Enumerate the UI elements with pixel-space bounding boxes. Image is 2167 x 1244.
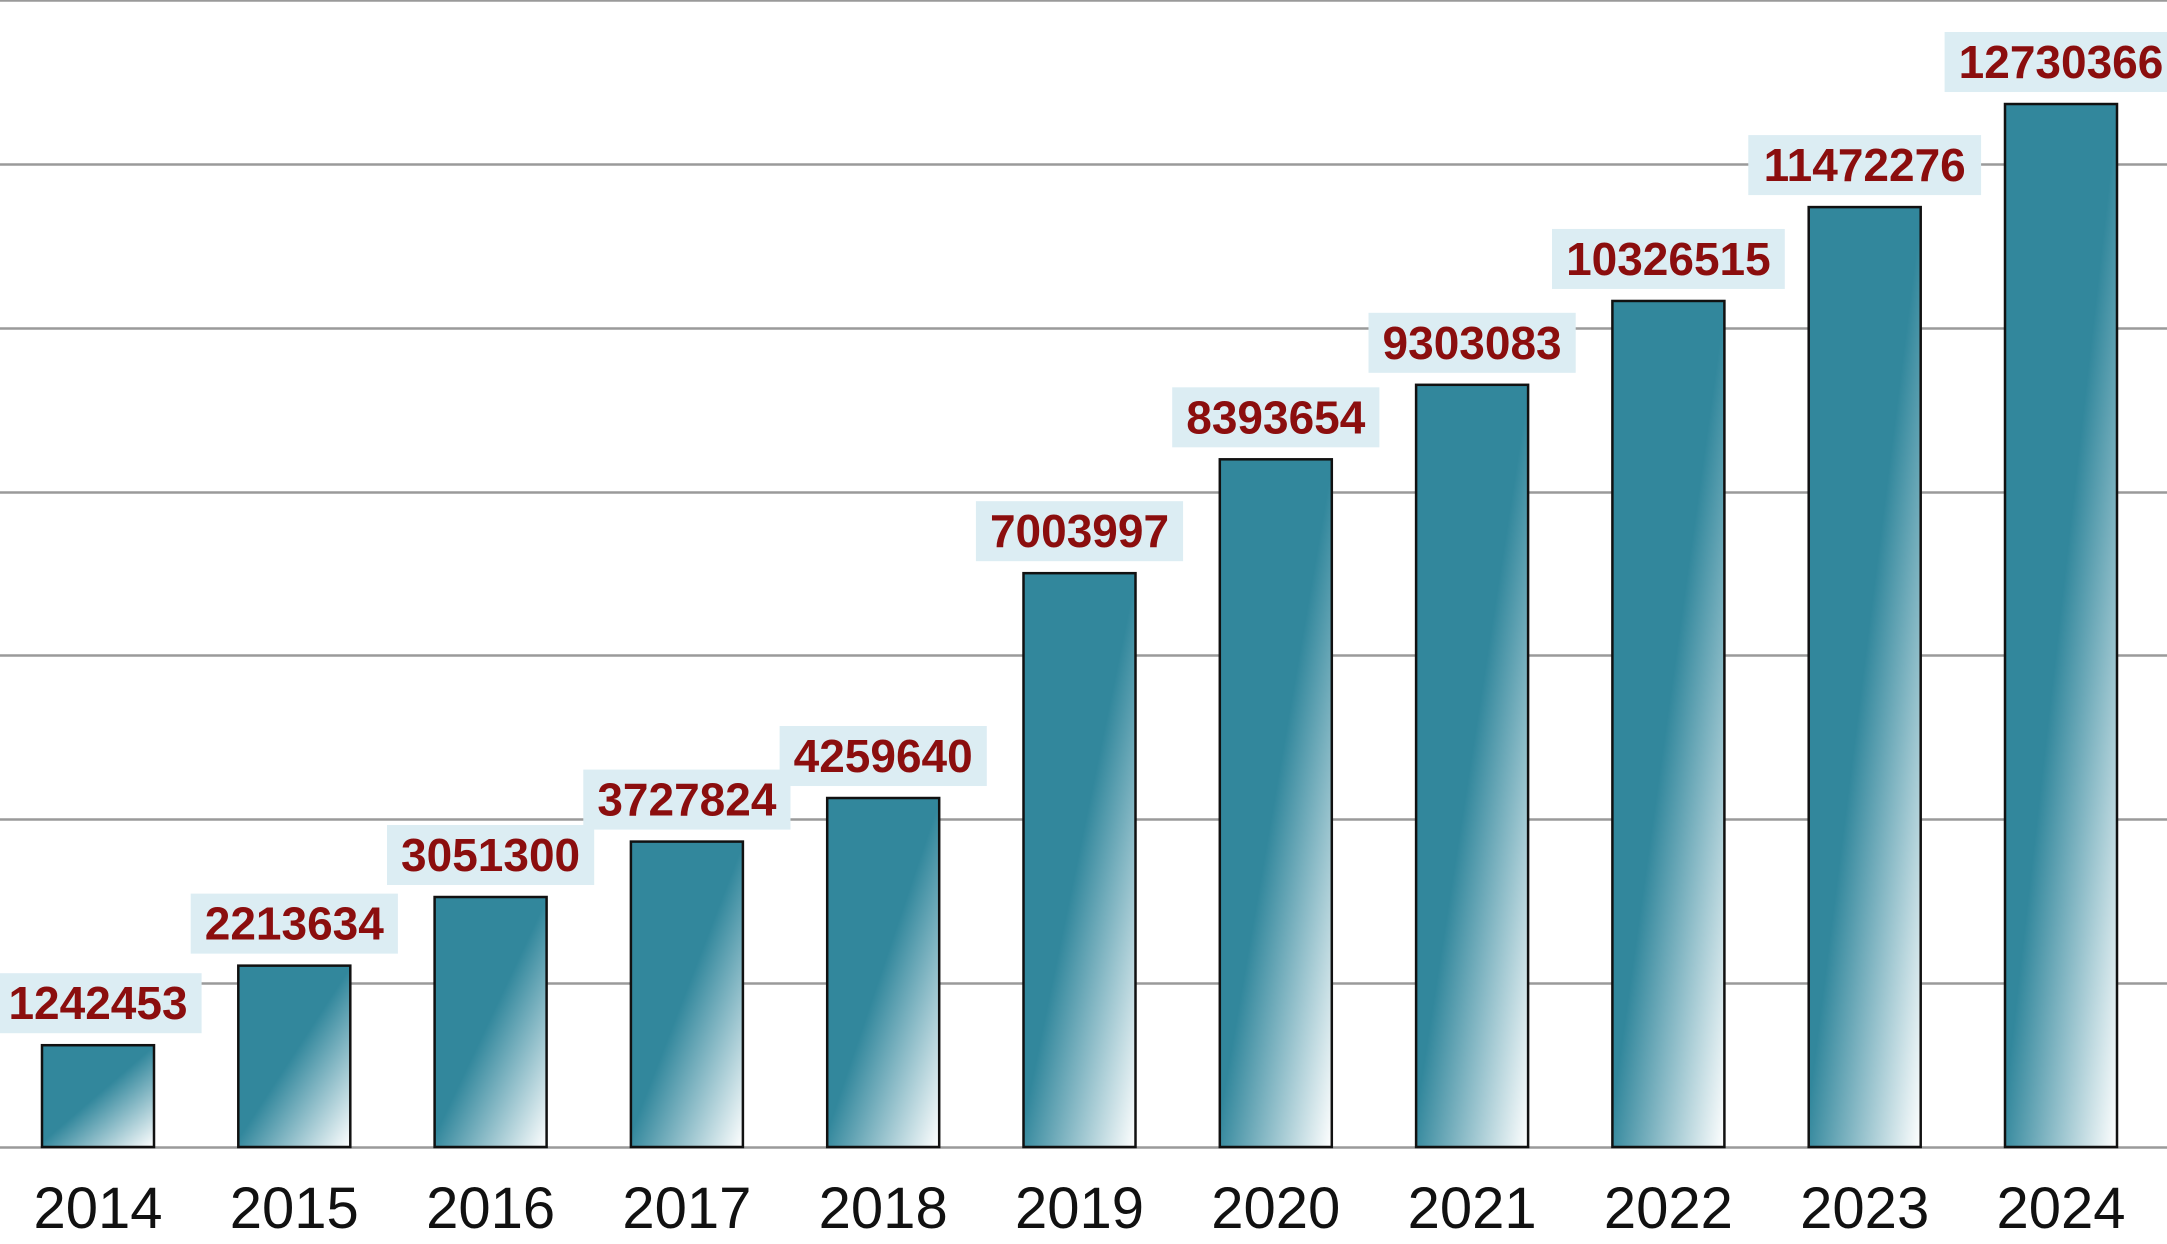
bar bbox=[433, 895, 548, 1149]
x-tick-label: 2018 bbox=[819, 1176, 948, 1241]
x-tick-label: 2023 bbox=[1800, 1176, 1929, 1241]
data-labels: 1242453 2213634 3051300 3727824 4259640 70039… bbox=[0, 32, 2167, 1034]
data-label-background bbox=[1748, 135, 1982, 196]
bars bbox=[40, 102, 2119, 1149]
data-label-text: 12730366 bbox=[1959, 36, 2164, 88]
data-label-background bbox=[975, 501, 1184, 562]
data-label-text: 4259640 bbox=[794, 730, 973, 782]
bar bbox=[1807, 205, 1922, 1149]
x-tick-label: 2021 bbox=[1408, 1176, 1537, 1241]
bar bbox=[1414, 383, 1530, 1149]
data-label: 3051300 bbox=[387, 825, 595, 886]
data-label-text: 10326515 bbox=[1566, 233, 1771, 285]
data-label: 11472276 bbox=[1748, 135, 1982, 196]
bar bbox=[1611, 299, 1726, 1149]
data-label: 4259640 bbox=[779, 726, 987, 787]
data-label: 12730366 bbox=[1944, 32, 2167, 93]
data-label-background bbox=[1552, 228, 1785, 289]
bar bbox=[40, 1043, 156, 1149]
data-label: 3727824 bbox=[583, 769, 791, 830]
data-label-text: 7003997 bbox=[990, 505, 1169, 557]
x-axis-tick-labels: 2014 2015 2016 2017 2018 2019 2020 2021 2022 2023… bbox=[33, 1176, 2125, 1241]
data-label: 2213634 bbox=[190, 893, 398, 954]
data-label-text: 8393654 bbox=[1186, 391, 1365, 443]
data-label: 9303083 bbox=[1368, 312, 1576, 373]
data-label-background bbox=[779, 726, 987, 787]
bar bbox=[2003, 102, 2119, 1149]
data-label: 8393654 bbox=[1172, 387, 1380, 448]
bar bbox=[825, 796, 941, 1149]
data-label-background bbox=[387, 825, 595, 886]
data-label-background bbox=[0, 973, 202, 1034]
x-tick-label: 2016 bbox=[426, 1176, 555, 1241]
data-label-text: 9303083 bbox=[1383, 317, 1562, 369]
data-label-background bbox=[1172, 387, 1380, 448]
data-label-text: 2213634 bbox=[205, 898, 384, 950]
x-tick-label: 2022 bbox=[1604, 1176, 1733, 1241]
data-label-background bbox=[190, 893, 398, 954]
x-tick-label: 2019 bbox=[1015, 1176, 1144, 1241]
data-label-background bbox=[1944, 32, 2167, 93]
data-label: 7003997 bbox=[975, 501, 1184, 562]
x-tick-label: 2020 bbox=[1211, 1176, 1340, 1241]
data-label-text: 1242453 bbox=[8, 977, 187, 1029]
x-tick-label: 2015 bbox=[230, 1176, 359, 1241]
data-label-text: 11472276 bbox=[1764, 139, 1966, 191]
data-label-text: 3051300 bbox=[401, 829, 580, 881]
bar bbox=[1218, 458, 1334, 1149]
data-label-background bbox=[583, 769, 791, 830]
x-tick-label: 2014 bbox=[33, 1176, 162, 1241]
bar bbox=[1022, 571, 1137, 1149]
bar bbox=[629, 840, 745, 1149]
data-label-background bbox=[1368, 312, 1576, 373]
data-label: 10326515 bbox=[1552, 228, 1785, 289]
data-label: 1242453 bbox=[0, 973, 202, 1034]
data-label-text: 3727824 bbox=[597, 774, 776, 826]
bar bbox=[237, 964, 352, 1149]
x-tick-label: 2017 bbox=[622, 1176, 751, 1241]
x-tick-label: 2024 bbox=[1996, 1176, 2125, 1241]
